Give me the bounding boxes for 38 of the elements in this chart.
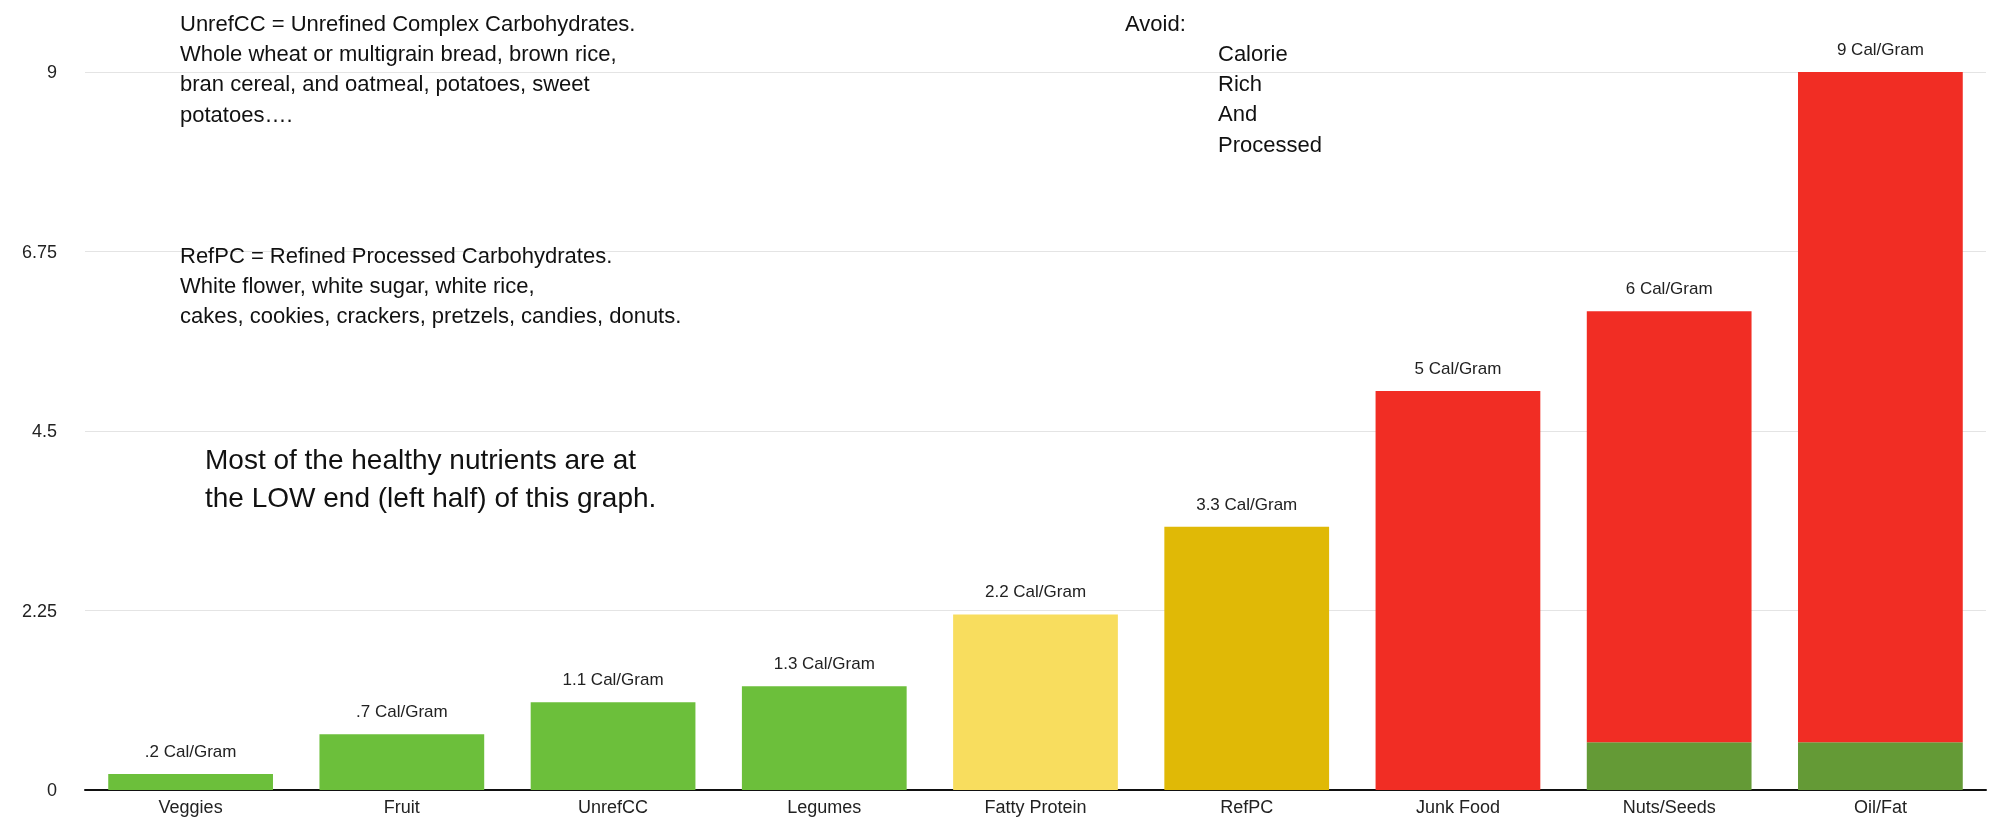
x-tick-label: Fatty Protein (984, 797, 1087, 817)
bar (953, 614, 1118, 790)
bar (530, 702, 696, 790)
total-label: 5 Cal/Gram (1414, 359, 1502, 379)
bar (1798, 72, 1963, 743)
y-tick-label: 4.5 (31, 421, 57, 441)
y-tick-label: 2.25 (21, 600, 57, 621)
total-label: .2 Cal/Gram (144, 742, 237, 762)
total-label: 2.2 Cal/Gram (984, 582, 1087, 602)
annotation: Calorie Rich And Processed (1218, 40, 1322, 157)
annotation: Most of the healthy nutrients are at the LOW end (left half) of this graph. (205, 443, 657, 514)
y-tick-label: 0 (46, 780, 57, 800)
x-tick-label: Junk Food (1415, 797, 1500, 817)
x-tick-label: Nuts/Seeds (1622, 797, 1716, 817)
bar (1164, 526, 1330, 790)
y-tick-label: 6.75 (21, 241, 57, 262)
x-tick-label: Fruit (383, 797, 420, 817)
total-label: 3.3 Cal/Gram (1196, 494, 1298, 514)
annotation: UnrefCC = Unrefined Complex Carbohydrates. Whole wheat or multigrain bread, brown rice, bran cereal, and oatmeal, potatoes, sweet potatoes…. (180, 10, 636, 127)
text: Avoid: (1125, 10, 1186, 36)
x-tick-label: Veggies (158, 797, 223, 817)
total-label: .7 Cal/Gram (356, 702, 448, 722)
y-tick-label: 9 (46, 62, 57, 82)
x-tick-label: UnrefCC (578, 797, 649, 817)
total-label: 9 Cal/Gram (1836, 40, 1924, 59)
total-label: 1.1 Cal/Gram (562, 670, 664, 690)
total-label: 1.3 Cal/Gram (773, 654, 875, 674)
bar (1798, 742, 1963, 790)
x-tick-label: Legumes (787, 797, 862, 817)
x-tick-label: Oil/Fat (1853, 797, 1907, 817)
bar (1586, 742, 1752, 790)
bar (319, 734, 485, 790)
x-tick-label: RefPC (1220, 797, 1274, 817)
bar (741, 686, 907, 790)
bar (1586, 311, 1752, 743)
total-label: 6 Cal/Gram (1625, 279, 1713, 299)
annotation: RefPC = Refined Processed Carbohydrates. White flower, white sugar, white rice, cakes, cookies, crackers, pretzels, candies, donuts. (180, 242, 682, 329)
bar (108, 774, 273, 790)
